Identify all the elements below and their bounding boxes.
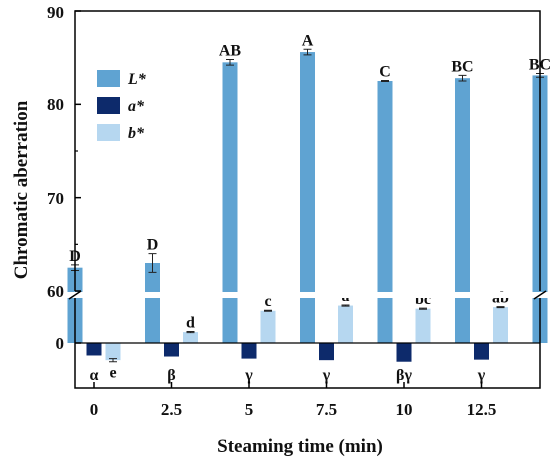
bar-b-10 xyxy=(415,308,431,343)
letter-a-0: α xyxy=(90,367,99,384)
errorbar-L-12.5 xyxy=(458,74,467,82)
errorbar-b-12.5 xyxy=(496,306,505,309)
bar-L-5 xyxy=(222,62,238,343)
bar-a-0 xyxy=(86,343,102,356)
letter-b-5: c xyxy=(264,293,271,310)
y-tick-60: 60 xyxy=(47,282,64,301)
bar-L-12.5 xyxy=(455,78,470,343)
legend: L* a* b* xyxy=(97,70,147,142)
letter-b-0: e xyxy=(109,365,116,382)
break-mark-right xyxy=(533,290,547,300)
x-tick-label-12.5: 12.5 xyxy=(467,400,497,419)
bar-L-10 xyxy=(377,81,393,343)
errorbar-L-7.5 xyxy=(303,48,312,56)
letter-L-12.5: BC xyxy=(451,58,473,75)
letter-L-10: C xyxy=(379,64,391,81)
errorbar-L-2.5 xyxy=(148,253,157,273)
bar-b-5 xyxy=(260,310,276,343)
break-mark-left xyxy=(68,290,82,300)
x-tick-label-7.5: 7.5 xyxy=(316,400,337,419)
letter-a-5: γ xyxy=(244,367,253,384)
bar-a-10 xyxy=(396,343,412,362)
errorbar-b-0 xyxy=(109,358,117,363)
y-axis-ticks: 90 80 70 60 0 xyxy=(47,3,64,353)
bar-L-7.5 xyxy=(300,52,315,344)
x-tick-label-2.5: 2.5 xyxy=(161,400,182,419)
x-tick-label-0: 0 xyxy=(90,400,99,419)
legend-swatch-1 xyxy=(97,97,120,114)
letter-L-2.5: D xyxy=(147,237,159,254)
letter-L-7.5: A xyxy=(302,32,314,49)
letter-a-10: βγ xyxy=(396,367,412,384)
letter-a-12.5: γ xyxy=(477,367,486,384)
errorbar-b-5 xyxy=(264,309,272,312)
errorbar-b-7.5 xyxy=(341,304,350,307)
errorbar-L-10 xyxy=(381,80,389,82)
letter-L-5: AB xyxy=(219,43,242,60)
letter-a-7.5: γ xyxy=(322,367,331,384)
bar-L-2.5 xyxy=(145,263,160,343)
bar-b-7.5 xyxy=(338,305,353,343)
legend-swatch-2 xyxy=(97,124,120,141)
break-gap xyxy=(67,292,548,298)
x-axis-title: Steaming time (min) xyxy=(217,436,383,457)
legend-swatch-0 xyxy=(97,70,120,87)
bar-b-0 xyxy=(105,343,121,361)
bar-a-7.5 xyxy=(319,343,334,361)
bar-a-12.5 xyxy=(474,343,489,360)
bar-a-2.5 xyxy=(164,343,179,357)
letter-b-2.5: d xyxy=(186,315,195,332)
legend-label-2: b* xyxy=(128,125,145,142)
y-tick-80: 80 xyxy=(47,95,64,114)
errorbar-L-5 xyxy=(226,59,234,66)
legend-label-0: L* xyxy=(127,71,147,88)
bar-b-12.5 xyxy=(493,307,508,343)
axes-frame xyxy=(74,10,541,389)
y-tick-70: 70 xyxy=(47,189,64,208)
axis-break-band xyxy=(67,290,548,300)
y-tick-90: 90 xyxy=(47,3,64,22)
y-axis-title: Chromatic aberration xyxy=(11,100,32,279)
errorbar-b-10 xyxy=(419,307,427,310)
bar-a-5 xyxy=(241,343,257,359)
legend-label-1: a* xyxy=(128,98,145,115)
bar-b-2.5 xyxy=(183,332,198,343)
letter-a-2.5: β xyxy=(167,367,175,384)
x-tick-label-5: 5 xyxy=(245,400,254,419)
errorbar-b-2.5 xyxy=(186,331,195,334)
y-tick-0: 0 xyxy=(56,334,65,353)
x-tick-label-10: 10 xyxy=(396,400,413,419)
